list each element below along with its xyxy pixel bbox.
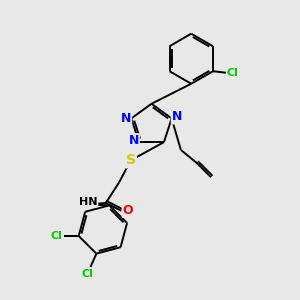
Text: N: N: [128, 134, 139, 147]
Text: Cl: Cl: [82, 269, 94, 279]
Text: HN: HN: [79, 196, 98, 206]
Text: Cl: Cl: [227, 68, 239, 78]
Text: N: N: [172, 110, 182, 123]
Text: O: O: [123, 204, 133, 217]
Text: S: S: [126, 153, 136, 167]
Text: N: N: [121, 112, 131, 125]
Text: Cl: Cl: [51, 231, 63, 241]
